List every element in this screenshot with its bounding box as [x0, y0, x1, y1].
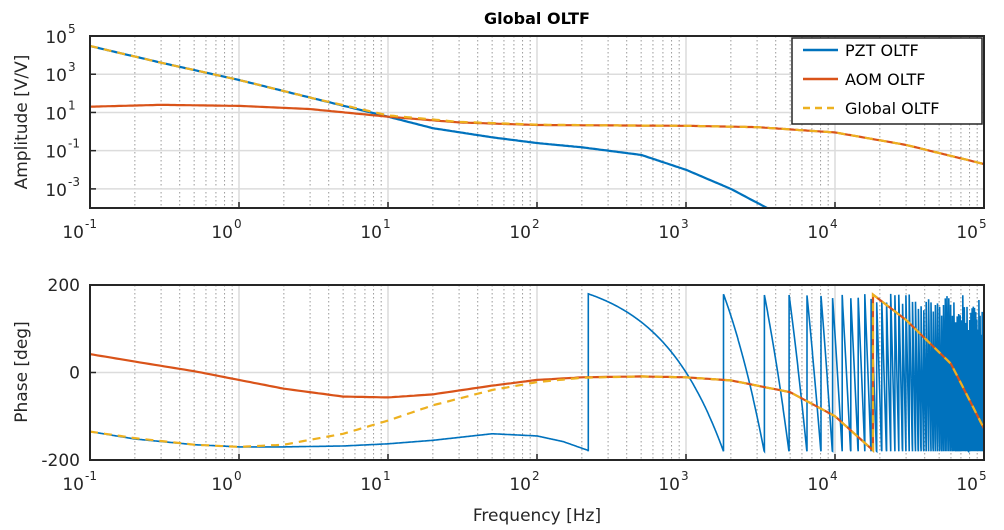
- x-tick-label: 10: [956, 223, 978, 243]
- x-tick-label: 10: [807, 475, 829, 495]
- x-tick-label: 10: [360, 475, 382, 495]
- series-line-pzt-phase: [90, 292, 984, 454]
- x-tick-label: 10: [807, 223, 829, 243]
- x-tick-exponent: 5: [979, 217, 987, 231]
- chart-title: Global OLTF: [484, 9, 590, 28]
- y-tick-exponent: -1: [68, 137, 80, 151]
- x-tick-exponent: -1: [85, 469, 97, 483]
- x-tick-exponent: 2: [532, 217, 540, 231]
- x-tick-label: 10: [509, 475, 531, 495]
- series-line-aom-phase: [90, 292, 984, 453]
- legend-entry-pzt: PZT OLTF: [845, 41, 919, 60]
- legend-entry-global: Global OLTF: [845, 99, 939, 118]
- legend-box: [791, 37, 983, 125]
- x-tick-label: 10: [658, 223, 680, 243]
- phase-y-axis-label: Phase [deg]: [12, 321, 32, 422]
- legend-entry-aom: AOM OLTF: [845, 70, 925, 89]
- amplitude-series: [90, 44, 984, 208]
- x-tick-label: 10: [509, 223, 531, 243]
- x-tick-exponent: 3: [681, 469, 689, 483]
- x-tick-label: 10: [211, 475, 233, 495]
- x-tick-exponent: 3: [681, 217, 689, 231]
- y-tick-label: 10: [45, 181, 67, 201]
- phase-series: [90, 292, 984, 454]
- x-tick-exponent: 4: [830, 217, 838, 231]
- x-tick-exponent: 1: [383, 217, 391, 231]
- y-tick-label: 10: [45, 28, 67, 48]
- amplitude-tick-labels: 10 -310 -110 110 310 510 -1 10 0 10 1 10 2 10 3 10 4 10 5: [45, 22, 986, 243]
- x-tick-label: 10: [62, 475, 84, 495]
- y-tick-label: -200: [41, 451, 80, 471]
- legend: PZT OLTF AOM OLTF Global OLTF: [791, 37, 983, 125]
- series-line-global-phase: [90, 292, 984, 453]
- y-tick-exponent: 3: [68, 60, 76, 74]
- x-tick-exponent: 5: [979, 469, 987, 483]
- x-tick-label: 10: [62, 223, 84, 243]
- x-tick-exponent: 2: [532, 469, 540, 483]
- series-line-global: [90, 44, 984, 166]
- amplitude-panel: 10 -310 -110 110 310 510 -1 10 0 10 1 10 2 10 3 10 4 10 5 …: [12, 9, 987, 243]
- x-tick-exponent: 0: [234, 469, 242, 483]
- x-tick-label: 10: [211, 223, 233, 243]
- x-tick-label: 10: [658, 475, 680, 495]
- y-tick-exponent: 1: [68, 98, 76, 112]
- x-tick-label: 10: [360, 223, 382, 243]
- x-tick-exponent: 1: [383, 469, 391, 483]
- x-tick-exponent: 4: [830, 469, 838, 483]
- y-tick-label: 0: [69, 364, 80, 384]
- x-tick-exponent: -1: [85, 217, 97, 231]
- y-tick-label: 10: [45, 104, 67, 124]
- x-tick-exponent: 0: [234, 217, 242, 231]
- amplitude-y-axis-label: Amplitude [V/V]: [12, 55, 32, 190]
- y-tick-exponent: -3: [68, 175, 80, 189]
- y-tick-label: 10: [45, 143, 67, 163]
- x-tick-label: 10: [956, 475, 978, 495]
- x-axis-label: Frequency [Hz]: [473, 506, 601, 526]
- y-tick-label: 10: [45, 66, 67, 86]
- y-tick-exponent: 5: [68, 22, 76, 36]
- y-tick-label: 200: [48, 276, 80, 296]
